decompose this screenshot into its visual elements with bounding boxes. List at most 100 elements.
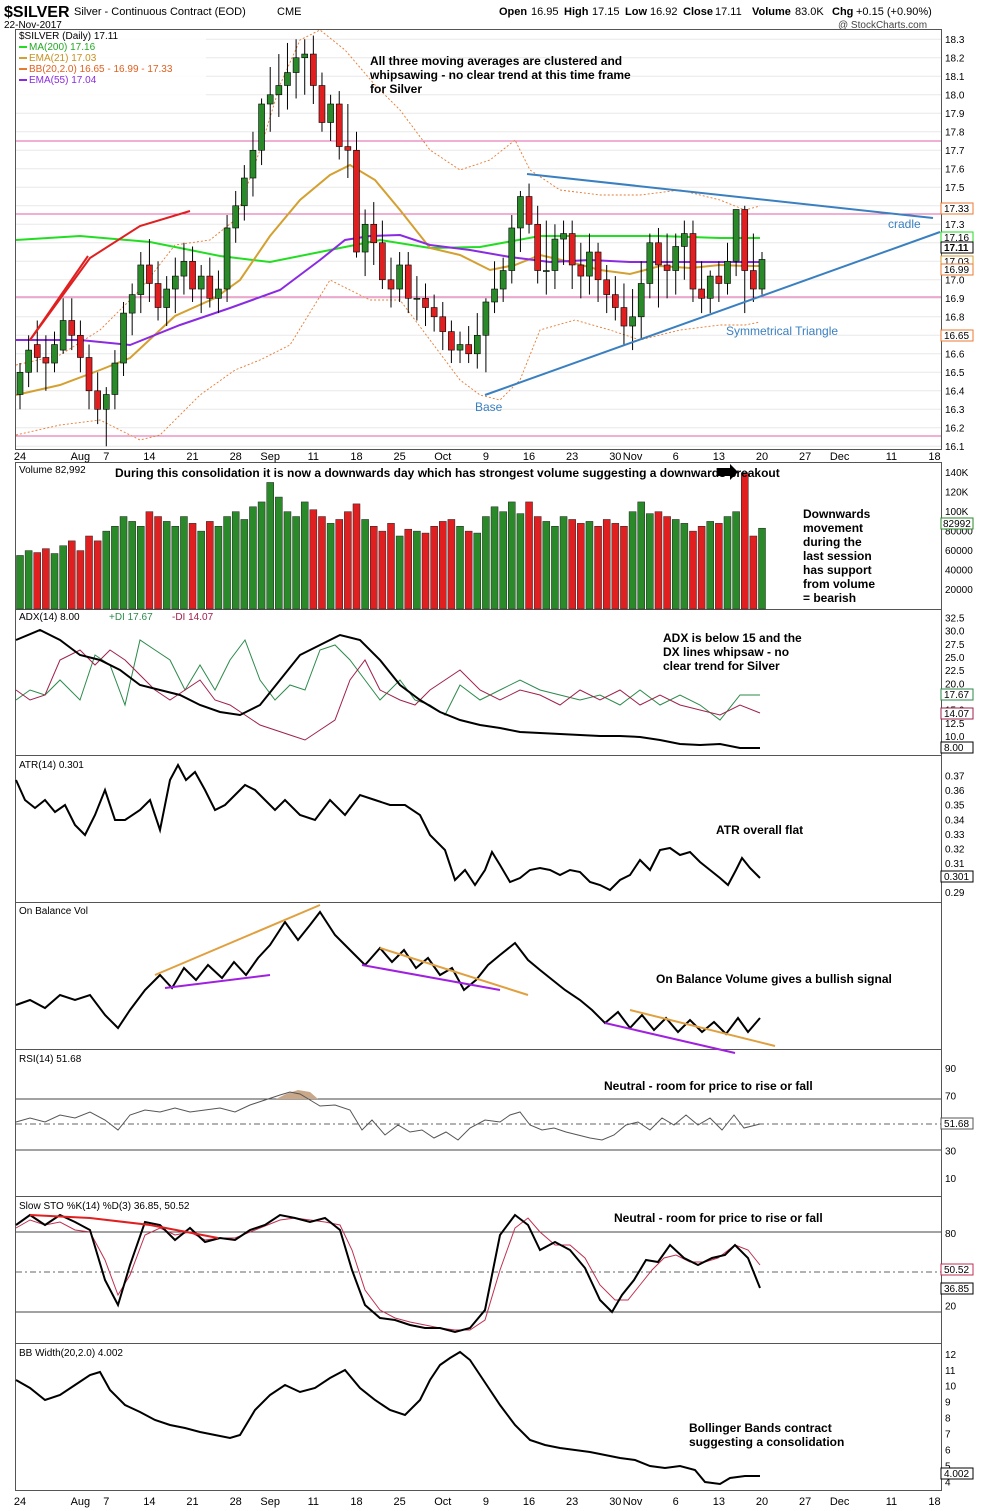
obv-orange-line-3 (629, 1009, 776, 1047)
candle (525, 183, 533, 234)
candle-body (577, 264, 585, 277)
volume-bar (249, 506, 257, 610)
candle (655, 227, 662, 308)
volume-bar (171, 526, 180, 610)
volume-bar (378, 530, 387, 610)
volume-bar (464, 530, 473, 610)
volume-bar (413, 530, 421, 610)
candle-body (51, 344, 58, 364)
candle-body (517, 196, 524, 229)
volume-bar (646, 513, 654, 610)
x-tick-label-bottom: 25 (394, 1496, 406, 1508)
candle (663, 233, 671, 299)
bbw-legend: BB Width(20,2.0) 4.002 (19, 1348, 123, 1359)
adx-tick-label: 25.0 (945, 653, 965, 664)
atr-tag: 0.301 (944, 872, 969, 883)
candle (646, 233, 654, 299)
volume-bar (542, 521, 551, 610)
candle-body (137, 264, 145, 295)
ema55-line (16, 233, 760, 347)
red-lower-trendline (29, 255, 89, 341)
bollinger-bands (15, 29, 761, 441)
volume-bar (16, 555, 24, 610)
obv-orange-line-1 (154, 904, 321, 976)
volume-bar (654, 511, 663, 610)
candle (517, 190, 524, 253)
x-tick-label-top: Aug (71, 451, 91, 463)
x-tick-label-bottom: 6 (673, 1496, 679, 1508)
volume-bar (68, 540, 76, 610)
candle-body (698, 288, 705, 299)
adx-tag-plus: 17.67 (944, 690, 969, 701)
x-tick-label-top: 13 (713, 451, 725, 463)
adx-legend: ADX(14) 8.00 +DI 17.67 -DI 14.07 (19, 612, 214, 623)
volume-bar (568, 519, 576, 610)
volume-bar (715, 523, 723, 610)
volume-bar (473, 532, 482, 610)
candle (456, 331, 464, 364)
volume-bar (602, 519, 611, 610)
bbw-tick-label: 5 (945, 1461, 951, 1472)
candle (146, 239, 153, 302)
volume-bar (533, 516, 542, 610)
volume-bar (559, 516, 568, 610)
candle (25, 335, 32, 388)
candle (94, 372, 101, 425)
sto-d-line (15, 1217, 761, 1331)
volume-tick-label: 100K (945, 507, 969, 518)
tag-ema21: 17.03 (944, 257, 969, 268)
candle-body (456, 344, 464, 351)
volume-bar (33, 552, 42, 610)
volume-bar (214, 526, 223, 610)
candle-body (482, 301, 490, 336)
x-tick-label-bottom: 28 (230, 1496, 242, 1508)
candle (335, 91, 343, 160)
candle (128, 283, 136, 336)
candle (586, 233, 593, 295)
volume-legend: Volume 82,992 (19, 465, 86, 476)
volume-bar (723, 516, 732, 610)
candle (59, 298, 67, 354)
price-tick-label: 17.7 (945, 146, 965, 157)
candle (715, 261, 723, 302)
rsi-tick-label: 30 (945, 1147, 957, 1158)
low-label: Low (625, 6, 647, 18)
bbw-tick-label: 9 (945, 1398, 951, 1409)
candle (465, 326, 472, 364)
candle-body (629, 316, 636, 327)
candle (111, 350, 119, 410)
atr-tick-label: 0.36 (945, 786, 965, 797)
price-right-tags: 17.33 17.16 17.11 17.03 16.99 16.65 (940, 202, 974, 342)
atr-tick-label: 0.32 (945, 844, 965, 855)
candle (534, 205, 541, 284)
candle (430, 294, 438, 332)
tag-bb-mid: 16.99 (944, 265, 969, 276)
x-tick-label-bottom: 23 (566, 1496, 578, 1508)
candle (594, 242, 602, 302)
legend-ema21: EMA(21) 17.03 (29, 53, 97, 64)
adx-tick-label: 22.5 (945, 666, 965, 677)
atr-tick-label: 0.31 (945, 859, 965, 870)
ema21-line (15, 163, 760, 396)
candle (215, 270, 222, 314)
rsi-line (15, 1091, 761, 1141)
x-axis-top: 24 Aug 7 14 21 28 Sep 11 18 25 Oct 9 16 23 30 Nov 6 13 20 2… (14, 451, 941, 463)
volume-bar (551, 526, 559, 610)
volume-bar (585, 521, 594, 610)
volume-value: 83.0K (795, 6, 824, 18)
candle-body (353, 149, 360, 253)
candle (629, 289, 636, 351)
candle (197, 264, 205, 314)
candle-body (750, 270, 757, 290)
volume-bar (275, 496, 283, 610)
volume-tick-label: 20000 (945, 585, 973, 596)
volume-label: Volume (752, 6, 791, 18)
adx-legend-minus-di: -DI 14.07 (172, 612, 214, 623)
sto-legend: Slow STO %K(14) %D(3) 36.85, 50.52 (19, 1201, 190, 1212)
sto-tag-d: 50.52 (944, 1265, 969, 1276)
price-tick-label: 16.2 (945, 423, 965, 434)
high-label: High (564, 6, 589, 18)
candle-body (163, 288, 170, 308)
candle-body (327, 103, 334, 123)
